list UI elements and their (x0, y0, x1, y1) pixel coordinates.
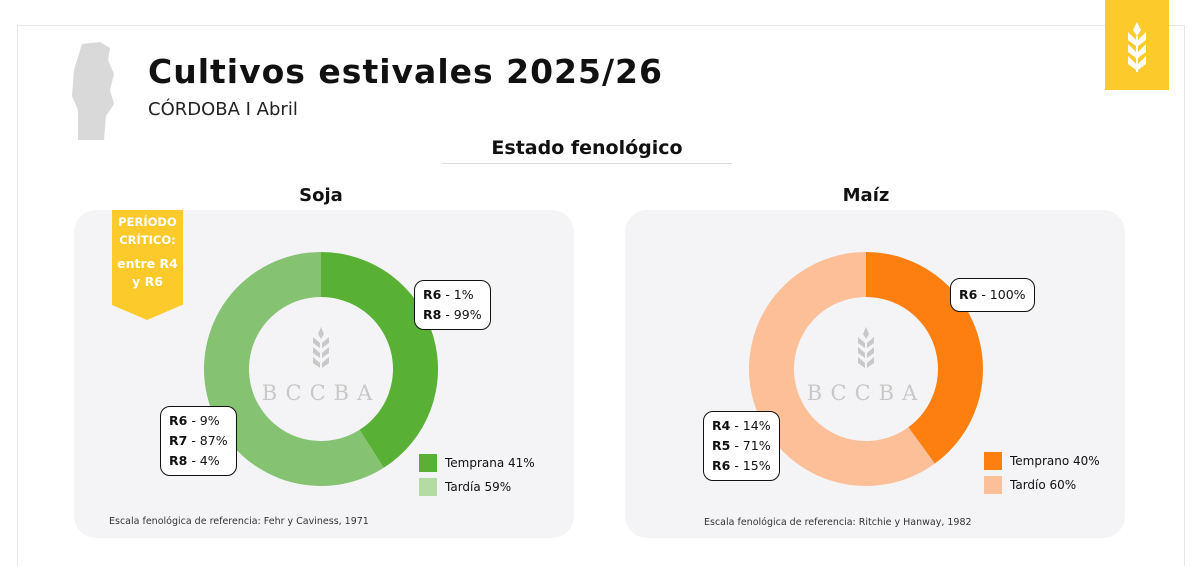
slice-temprana (321, 252, 439, 468)
wheat-watermark-icon (858, 327, 874, 368)
page-title: Cultivos estivales 2025/26 (148, 52, 663, 91)
page-subtitle: CÓRDOBA I Abril (148, 99, 298, 120)
wheat-icon (1128, 22, 1146, 72)
legend-maiz-late: Tardío 60% (984, 476, 1076, 494)
legend-swatch (419, 478, 437, 496)
legend-swatch (984, 476, 1002, 494)
legend-swatch (419, 454, 437, 472)
wheat-logo (1105, 0, 1169, 90)
legend-text: Tardío 60% (1010, 478, 1077, 492)
legend-maiz-early: Temprano 40% (984, 452, 1100, 470)
legend-soja-early: Temprana 41% (419, 454, 535, 472)
bccba-watermark: BCCBA (262, 381, 381, 405)
legend-text: Temprano 40% (1010, 454, 1100, 468)
soja-early-label: R6 - 1% R8 - 99% (414, 280, 491, 330)
bccba-watermark: BCCBA (807, 381, 926, 405)
slice-tardío (749, 252, 935, 486)
report-frame (17, 25, 1185, 566)
wheat-watermark-icon (313, 327, 329, 368)
cordoba-map-icon (72, 42, 114, 140)
soja-title: Soja (299, 185, 343, 206)
maiz-title: Maíz (842, 185, 890, 206)
legend-text: Temprana 41% (445, 456, 535, 470)
legend-text: Tardía 59% (445, 480, 512, 494)
slice-tardía (204, 252, 384, 486)
maiz-early-label: R6 - 100% (950, 278, 1035, 312)
legend-swatch (984, 452, 1002, 470)
section-title: Estado fenológico (442, 137, 732, 164)
badge-line: entre R4 (117, 256, 178, 271)
badge-line: CRÍTICO: (119, 233, 176, 247)
legend-soja-late: Tardía 59% (419, 478, 511, 496)
critical-period-badge: PERÍODO CRÍTICO: entre R4 y R6 (112, 210, 183, 320)
badge-line: y R6 (132, 274, 163, 289)
maiz-late-label: R4 - 14% R5 - 71% R6 - 15% (703, 411, 780, 481)
soja-late-label: R6 - 9% R7 - 87% R8 - 4% (160, 406, 237, 476)
maiz-reference-note: Escala fenológica de referencia: Ritchie… (704, 517, 972, 528)
soja-reference-note: Escala fenológica de referencia: Fehr y … (109, 516, 369, 527)
badge-line: PERÍODO (118, 215, 177, 229)
